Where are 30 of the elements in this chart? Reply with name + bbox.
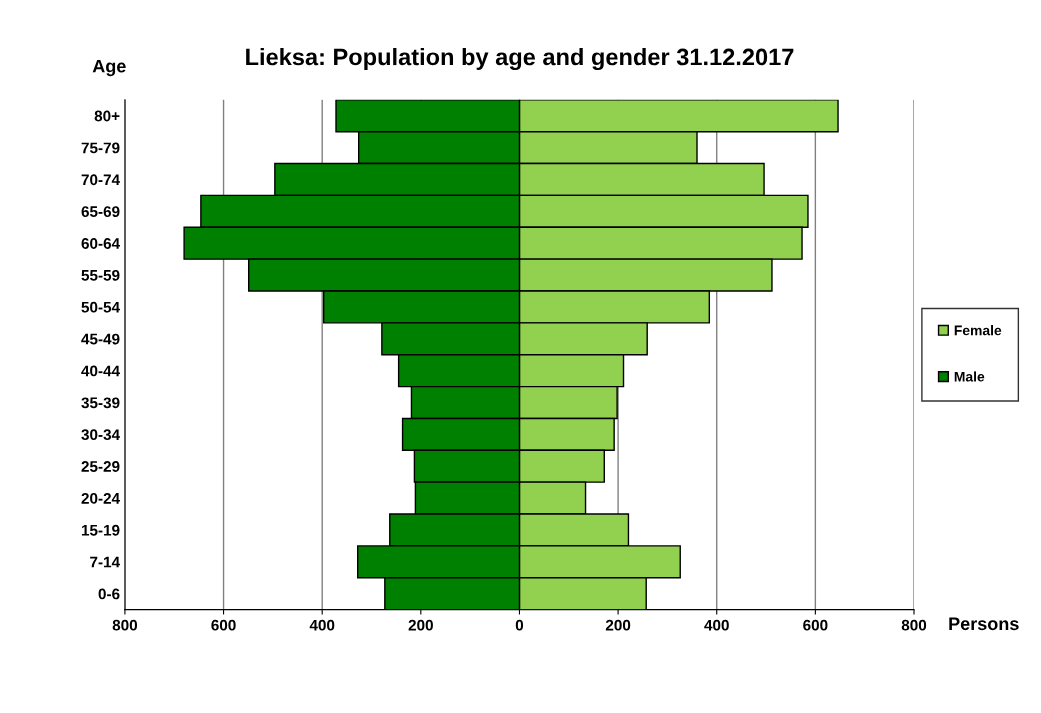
x-tick-label: 600: [803, 619, 828, 631]
chart-title: Lieksa: Population by age and gender 31.12.2017: [246, 47, 794, 71]
x-tick-label: 200: [408, 619, 433, 631]
x-tick-label: 800: [901, 619, 927, 631]
y-tick-label: 7-14: [90, 556, 120, 568]
legend-label: Female: [954, 325, 1002, 336]
x-tick-label: 200: [605, 619, 631, 631]
y-tick-label: 35-39: [81, 397, 120, 409]
y-axis-title: Age: [92, 59, 126, 77]
y-tick-label: 0-6: [98, 588, 120, 600]
x-tick-label: 400: [704, 619, 729, 631]
y-tick-label: 25-29: [81, 461, 120, 472]
x-axis-title: Persons: [949, 617, 1019, 631]
y-tick-label: 55-59: [81, 269, 120, 281]
legend-label: Male: [954, 371, 985, 382]
x-tick-label: 600: [211, 619, 236, 631]
y-tick-label: 65-69: [81, 206, 120, 218]
x-tick-label: 800: [112, 619, 138, 631]
y-tick-label: 80+: [94, 110, 120, 122]
y-tick-label: 45-49: [81, 333, 120, 345]
y-tick-label: 75-79: [81, 142, 120, 154]
y-tick-label: 20-24: [81, 492, 120, 504]
x-tick-label: 400: [309, 619, 335, 631]
y-tick-label: 50-54: [81, 301, 120, 313]
y-tick-label: 30-34: [81, 429, 120, 441]
y-tick-label: 40-44: [81, 365, 120, 377]
y-tick-label: 70-74: [81, 174, 120, 186]
y-tick-label: 15-19: [81, 524, 120, 536]
x-tick-label: 0: [515, 619, 524, 631]
y-tick-label: 60-64: [81, 238, 120, 249]
